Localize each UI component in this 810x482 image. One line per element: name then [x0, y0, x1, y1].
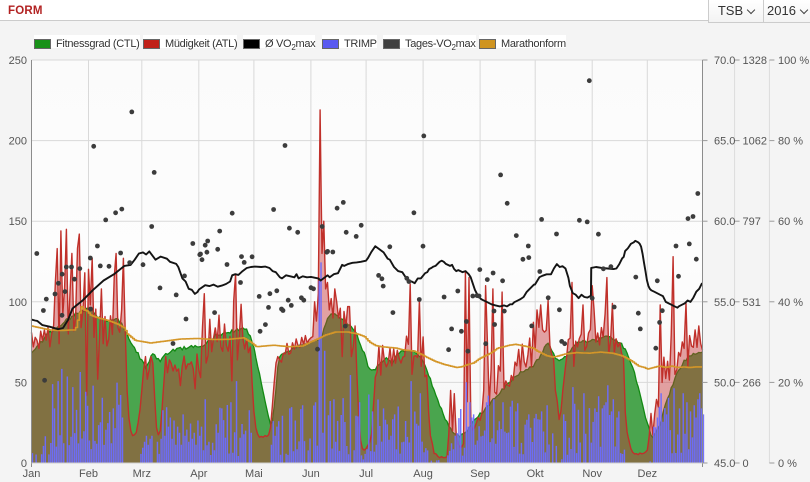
svg-text:80 %: 80 % — [778, 136, 803, 148]
svg-text:65.0: 65.0 — [714, 136, 735, 148]
svg-text:Dez: Dez — [638, 468, 658, 480]
svg-text:45.0: 45.0 — [714, 458, 735, 470]
svg-text:Nov: Nov — [582, 468, 602, 480]
svg-text:60 %: 60 % — [778, 216, 803, 228]
svg-text:1062: 1062 — [743, 136, 767, 148]
svg-text:Jan: Jan — [23, 468, 41, 480]
svg-text:266: 266 — [743, 377, 761, 389]
svg-text:60.0: 60.0 — [714, 216, 735, 228]
svg-text:Jul: Jul — [359, 468, 373, 480]
svg-text:100: 100 — [9, 297, 27, 309]
svg-text:0 %: 0 % — [778, 458, 797, 470]
svg-text:55.0: 55.0 — [714, 297, 735, 309]
svg-text:Mrz: Mrz — [133, 468, 151, 480]
svg-text:50.0: 50.0 — [714, 377, 735, 389]
svg-text:Apr: Apr — [190, 468, 207, 480]
svg-text:0: 0 — [743, 458, 749, 470]
svg-text:100 %: 100 % — [778, 55, 809, 67]
svg-text:Aug: Aug — [413, 468, 433, 480]
svg-text:Sep: Sep — [470, 468, 490, 480]
svg-text:40 %: 40 % — [778, 297, 803, 309]
svg-text:1328: 1328 — [743, 55, 767, 67]
svg-text:Jun: Jun — [302, 468, 320, 480]
svg-text:531: 531 — [743, 297, 761, 309]
svg-text:0: 0 — [21, 458, 27, 470]
svg-text:Feb: Feb — [79, 468, 98, 480]
svg-text:50: 50 — [15, 377, 27, 389]
svg-text:Mai: Mai — [245, 468, 263, 480]
svg-text:200: 200 — [9, 136, 27, 148]
svg-text:20 %: 20 % — [778, 377, 803, 389]
svg-text:250: 250 — [9, 55, 27, 67]
svg-text:Okt: Okt — [527, 468, 544, 480]
svg-text:70.0: 70.0 — [714, 55, 735, 67]
svg-text:797: 797 — [743, 216, 761, 228]
svg-text:150: 150 — [9, 216, 27, 228]
